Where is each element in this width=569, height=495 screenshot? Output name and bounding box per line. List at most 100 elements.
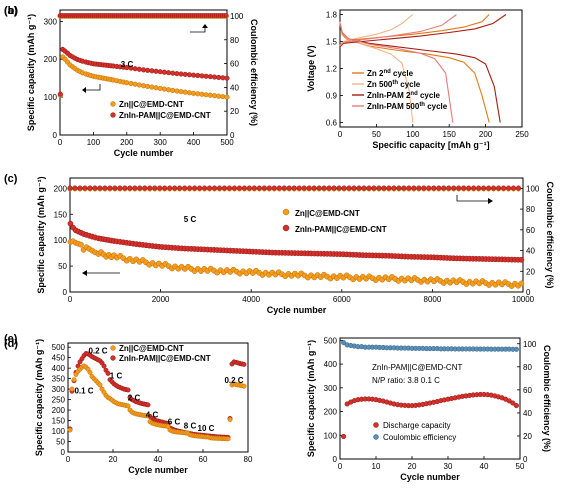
- legend-marker-znin: [110, 355, 116, 361]
- znin-capacity-point: [140, 67, 147, 73]
- discharge-capacity-point: [341, 433, 347, 440]
- znin-capacity-point: [518, 256, 525, 263]
- znin-ce-point: [346, 185, 352, 191]
- y-tick-label: 100: [54, 236, 68, 245]
- znin-ce-point: [436, 185, 442, 191]
- legend-label: ZnIn-PAM||C@EMD-CNT: [295, 225, 387, 234]
- rate-annotation: 5 C: [184, 215, 197, 224]
- x-tick-label: 20: [408, 462, 417, 471]
- zn-capacity-point: [174, 88, 180, 94]
- panel-b: (b)0 50 100 150 200 2500.60.91.21.51.8Specifi…: [4, 5, 529, 150]
- znin-capacity-point: [145, 402, 151, 408]
- y-tick-label: 1.5: [326, 38, 338, 47]
- discharge-capacity-point: [513, 403, 519, 409]
- znin-capacity-point: [136, 66, 142, 72]
- zn-capacity-point: [97, 382, 103, 388]
- panel-a: (a)0 100 200 300 400 500010020030002040608010…: [4, 5, 259, 158]
- zn-capacity-point: [69, 386, 75, 392]
- y-tick-label: 0.9: [326, 92, 338, 101]
- znin-ce-point: [461, 185, 467, 191]
- znin-capacity-point: [207, 74, 213, 80]
- y2-tick-label: 80: [523, 363, 532, 372]
- znin-ce-point: [107, 185, 113, 191]
- y2-tick-label: 40: [523, 409, 532, 418]
- zn-capacity-point: [241, 383, 247, 389]
- znin-ce-point: [316, 185, 322, 191]
- y-tick-label: 200: [52, 406, 66, 415]
- y2-tick-label: 20: [526, 267, 535, 276]
- legend-label: Zn||C@EMD-CNT: [295, 209, 360, 218]
- legend-marker-zn: [110, 345, 116, 351]
- x-tick-label: 300: [154, 138, 168, 147]
- znin-capacity-point: [145, 67, 151, 73]
- x-tick-label: 100: [406, 130, 420, 139]
- znin-ce-point: [271, 185, 277, 191]
- znin-ce-point: [281, 185, 287, 191]
- zn-capacity-point: [145, 83, 151, 89]
- znin-ce-point: [396, 185, 402, 191]
- y-tick-label: 0: [61, 448, 66, 457]
- znin-ce-point: [127, 185, 133, 191]
- znin-capacity-point: [153, 68, 159, 74]
- znin-ce-point: [231, 185, 237, 191]
- voltage-curve-charge: [339, 14, 457, 47]
- znin-ce-point: [112, 185, 118, 191]
- rate-label: 8 C: [184, 422, 197, 431]
- znin-ce-point: [376, 185, 382, 191]
- y-tick-label: 200: [54, 184, 68, 193]
- znin-ce-point: [286, 185, 292, 191]
- znin-ce-point: [336, 185, 342, 191]
- znin-ce-point: [466, 185, 472, 191]
- zn-capacity-point: [211, 93, 218, 99]
- legend: Zn||C@EMD-CNT ZnIn-PAM||C@EMD-CNT: [282, 208, 387, 234]
- x-tick-label: 10000: [512, 295, 535, 304]
- znin-ce-point: [251, 185, 257, 191]
- zn-capacity-point: [161, 86, 167, 92]
- znin-ce-point: [67, 185, 73, 191]
- plot-frame: [59, 9, 228, 136]
- arrow-head: [488, 198, 493, 204]
- y2-tick-label: 0: [526, 288, 531, 297]
- y-tick-label: 350: [52, 375, 66, 384]
- arrow-head: [82, 87, 86, 93]
- y2-axis-label: Coulombic efficiency (%): [249, 19, 259, 126]
- y-tick-label: 300: [44, 17, 58, 26]
- y2-axis-label: Coulombic efficiency (%): [542, 345, 552, 452]
- y-axis-label: Specific capacity (mAh g⁻¹): [36, 176, 46, 293]
- znin-ce-point: [401, 185, 407, 191]
- znin-ce-point: [261, 185, 267, 191]
- znin-ce-point: [291, 185, 297, 191]
- zn-capacity-point: [195, 91, 201, 97]
- legend-label: Zn 500th cycle: [367, 80, 421, 89]
- x-tick-label: 60: [199, 455, 208, 464]
- legend-label: Zn||C@EMD-CNT: [119, 344, 184, 353]
- y2-tick-label: 0: [230, 131, 235, 140]
- legend-label-tail: cycle: [398, 80, 421, 89]
- zn-capacity-point: [87, 369, 93, 375]
- znin-ce-point: [326, 185, 332, 191]
- y2-tick-label: 80: [230, 36, 239, 45]
- y-tick-label: 1.2: [326, 65, 338, 74]
- znin-ce-point: [142, 185, 148, 191]
- znin-capacity-point: [105, 370, 111, 376]
- voltage-curve-discharge: [339, 23, 490, 123]
- znin-ce-point: [82, 185, 88, 191]
- zn-capacity-point: [67, 427, 73, 433]
- zn-capacity-point: [220, 94, 226, 100]
- legend-marker-znin: [110, 112, 116, 118]
- znin-ce-point: [406, 185, 412, 191]
- zn-capacity-point: [153, 85, 159, 91]
- znin-ce-point: [102, 185, 108, 191]
- cell-annotation: N/P ratio: 3.8 0.1 C: [372, 376, 440, 385]
- y-tick-label: 200: [324, 408, 338, 417]
- legend-label-text: Zn 500: [367, 80, 393, 89]
- znin-capacity-point: [125, 387, 131, 393]
- panel-label: (b): [4, 5, 18, 17]
- znin-capacity-point: [216, 74, 222, 80]
- x-tick-label: 10: [372, 462, 381, 471]
- zn-capacity-point: [124, 80, 130, 86]
- znin-capacity-point: [132, 66, 138, 72]
- rate-label: 4 C: [146, 410, 159, 419]
- x-axis-label: Cycle number: [267, 305, 327, 315]
